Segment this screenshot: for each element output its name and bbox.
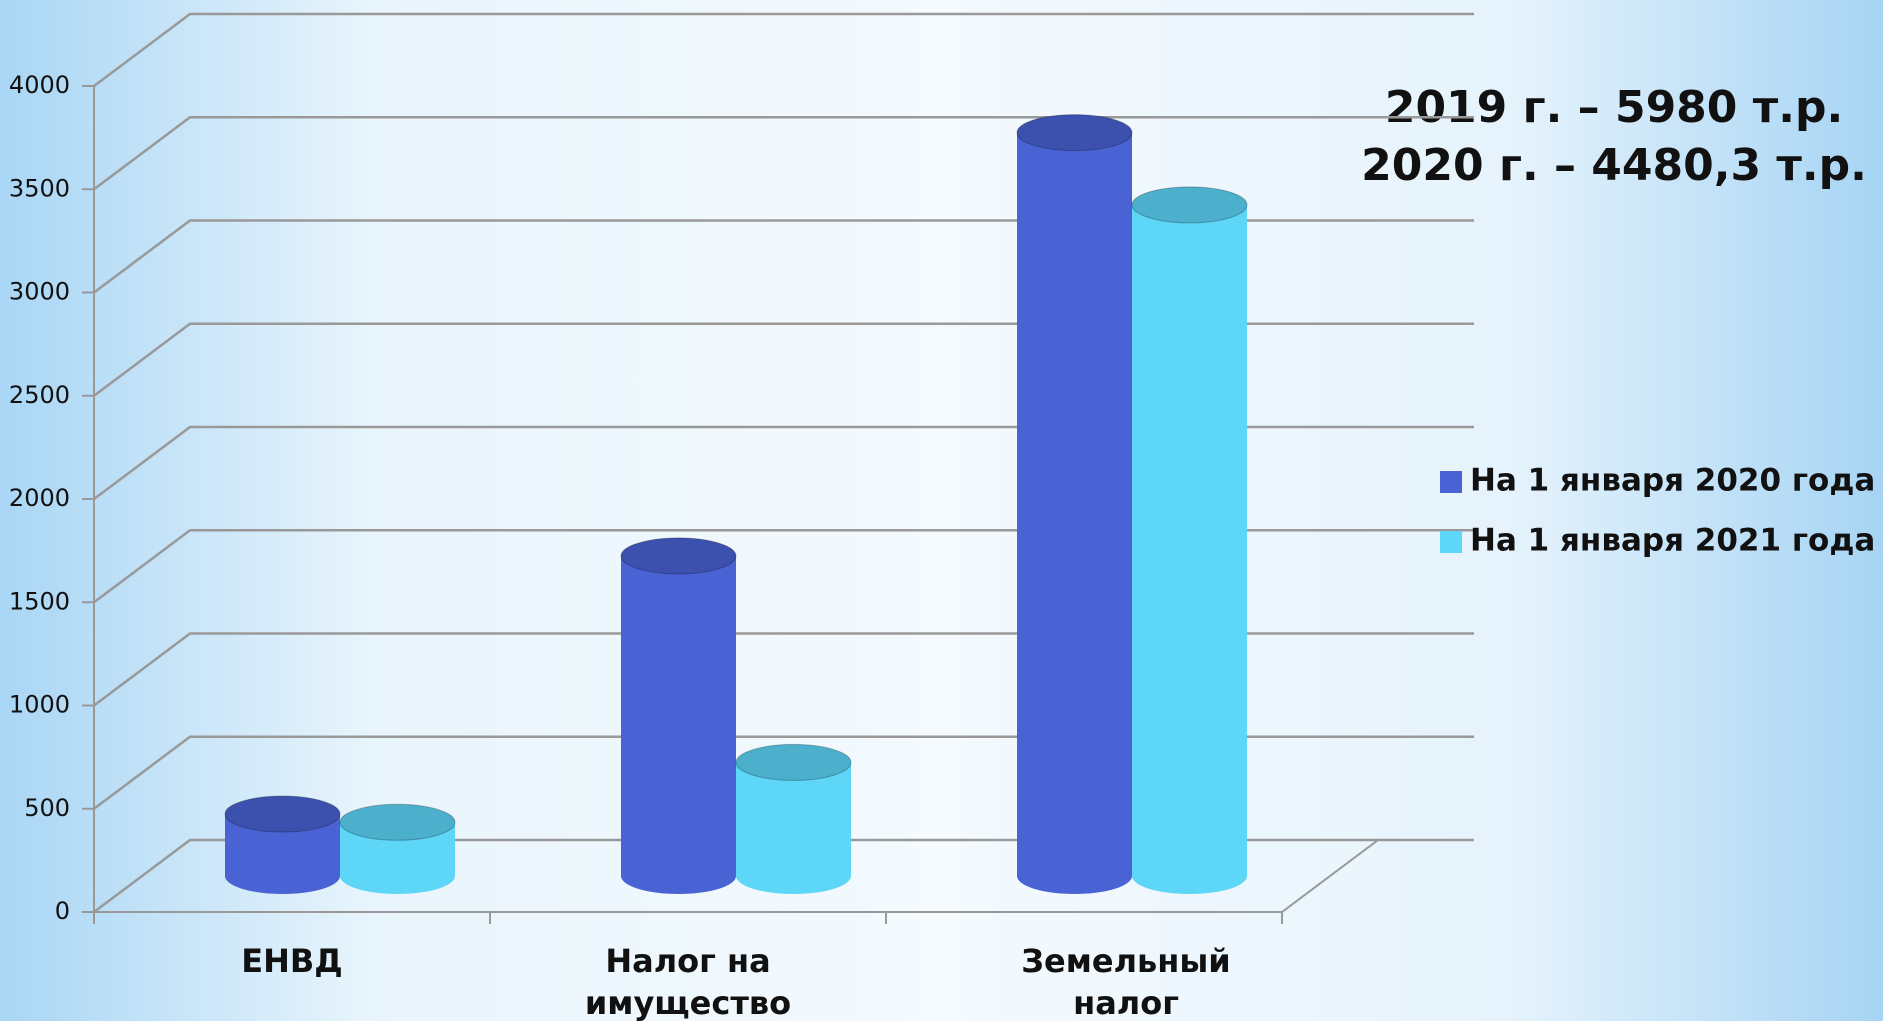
bar-top [1131, 186, 1248, 224]
bar-top [1016, 114, 1133, 152]
bar-top-shade [621, 537, 736, 574]
legend-label: На 1 января 2021 года [1470, 523, 1875, 559]
bar-body [1132, 204, 1247, 876]
bar-top-shade [1017, 114, 1132, 151]
bar [620, 537, 737, 894]
bar-shade [1132, 204, 1247, 876]
grid-line [93, 322, 1474, 397]
x-tick-label: Земельный налог [1021, 942, 1231, 1022]
bar-top-shade [340, 804, 455, 841]
bar-body [621, 555, 736, 876]
bar [339, 803, 456, 894]
bar-top-shade [736, 744, 851, 781]
y-tick-label: 1500 [9, 587, 70, 615]
bar-shade [621, 555, 736, 876]
annotation: 2020 г. – 4480,3 т.р. [1361, 140, 1867, 191]
legend-swatch [1440, 531, 1462, 553]
bar [224, 795, 341, 894]
bar-shade [736, 762, 851, 876]
y-tick-label: 3500 [9, 174, 70, 202]
y-tick-label: 2000 [9, 484, 70, 512]
bar [1131, 186, 1248, 894]
legend-label: На 1 января 2020 года [1470, 463, 1875, 499]
bar-top [735, 743, 852, 781]
grid-line [93, 632, 1474, 707]
y-tick-label: 0 [55, 897, 70, 925]
bar-top-shade [225, 796, 340, 833]
bar-top-shade [1132, 186, 1247, 223]
grid-line [93, 425, 1474, 500]
y-tick-label: 4000 [9, 71, 70, 99]
bar [735, 743, 852, 894]
y-tick-label: 500 [24, 794, 70, 822]
bar-top [224, 795, 341, 833]
x-tick-label: Налог на имущество [584, 942, 792, 1022]
grid-line [93, 116, 1474, 191]
y-tick-label: 1000 [9, 691, 70, 719]
bar-top [620, 537, 737, 575]
grid-line [93, 219, 1474, 294]
grid-line [93, 529, 1474, 604]
legend-swatch [1440, 471, 1462, 493]
annotation: 2019 г. – 5980 т.р. [1385, 82, 1843, 133]
bar-shade [1017, 132, 1132, 877]
y-tick-label: 2500 [9, 381, 70, 409]
bar-body [1017, 132, 1132, 877]
bar-top [339, 803, 456, 841]
x-tick-label: ЕНВД [241, 942, 343, 980]
bar-body [736, 762, 851, 876]
grid-line [93, 12, 1474, 87]
bar [1016, 114, 1133, 894]
y-tick-label: 3000 [9, 278, 70, 306]
